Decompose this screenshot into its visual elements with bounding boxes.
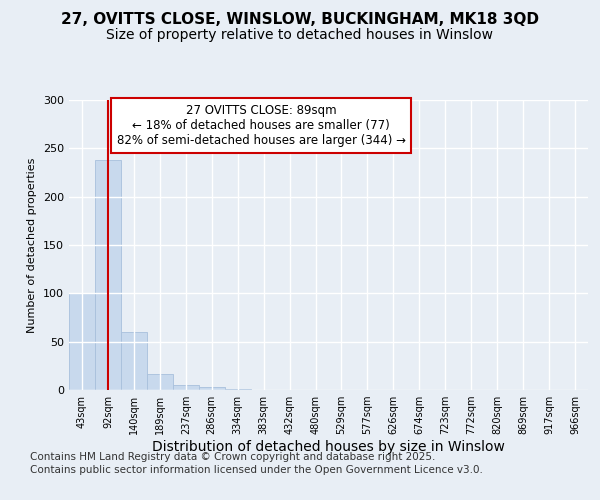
Text: 27 OVITTS CLOSE: 89sqm
← 18% of detached houses are smaller (77)
82% of semi-det: 27 OVITTS CLOSE: 89sqm ← 18% of detached… xyxy=(116,104,406,148)
Bar xyxy=(225,389,251,390)
Text: 27, OVITTS CLOSE, WINSLOW, BUCKINGHAM, MK18 3QD: 27, OVITTS CLOSE, WINSLOW, BUCKINGHAM, M… xyxy=(61,12,539,28)
Text: Contains HM Land Registry data © Crown copyright and database right 2025.: Contains HM Land Registry data © Crown c… xyxy=(30,452,436,462)
Bar xyxy=(173,385,199,390)
Bar xyxy=(69,294,95,390)
Bar xyxy=(199,387,224,390)
Bar xyxy=(95,160,121,390)
X-axis label: Distribution of detached houses by size in Winslow: Distribution of detached houses by size … xyxy=(152,440,505,454)
Text: Contains public sector information licensed under the Open Government Licence v3: Contains public sector information licen… xyxy=(30,465,483,475)
Y-axis label: Number of detached properties: Number of detached properties xyxy=(28,158,37,332)
Bar xyxy=(121,332,147,390)
Text: Size of property relative to detached houses in Winslow: Size of property relative to detached ho… xyxy=(107,28,493,42)
Bar xyxy=(147,374,173,390)
